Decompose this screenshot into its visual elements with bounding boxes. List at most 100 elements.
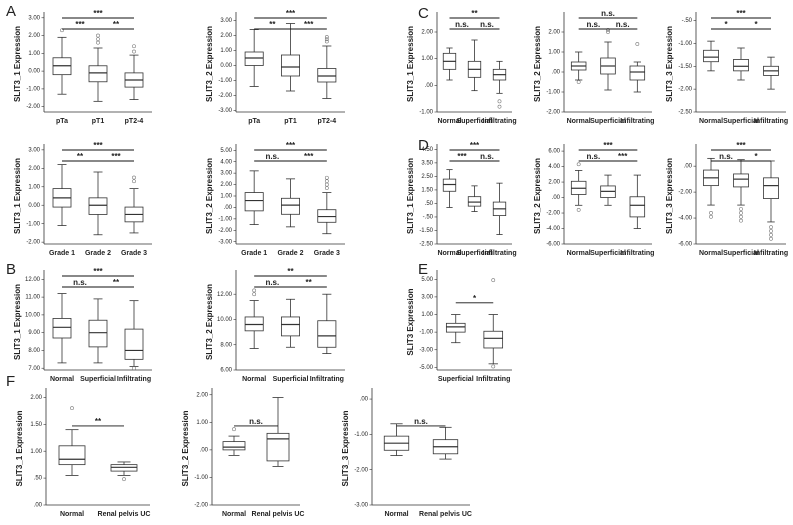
y-tick-label: 2.00 [196, 392, 208, 398]
y-tick-label: 3.50 [421, 160, 433, 166]
y-tick-label: .00 [552, 195, 561, 201]
y-tick-label: .00 [425, 83, 434, 89]
y-tick-label: -2.00 [26, 240, 40, 246]
y-tick-label: -3.00 [218, 239, 232, 245]
y-axis-label: SLIT3 Expression [406, 288, 415, 355]
box [281, 54, 300, 77]
outlier [70, 406, 74, 411]
significance-label: n.s. [586, 152, 600, 161]
x-tick-label: Grade 3 [121, 250, 147, 257]
x-tick-label: Infiltrating [482, 250, 516, 257]
y-tick-label: -1.00 [194, 475, 208, 481]
y-tick-label: 2.00 [220, 33, 232, 39]
significance-label: n.s. [616, 20, 630, 29]
x-tick-label: Infiltrating [117, 376, 151, 383]
box [442, 178, 457, 192]
outlier [252, 288, 257, 293]
significance-label: ** [113, 278, 120, 287]
y-tick-label: -1.00 [218, 78, 232, 84]
box [281, 197, 300, 215]
y-tick-label: 12.00 [217, 292, 233, 298]
y-tick-label: 0.00 [28, 203, 40, 209]
significance-label: * [724, 20, 728, 29]
y-tick-label: 5.00 [220, 148, 232, 154]
y-tick-label: 2.00 [548, 180, 560, 186]
y-tick-label: -2.00 [546, 110, 560, 116]
y-tick-label: 2.00 [30, 395, 42, 401]
panel-letter: F [6, 373, 15, 390]
y-tick-label: 2.00 [28, 166, 40, 172]
y-tick-label: -3.00 [218, 108, 232, 114]
y-axis-label: SLIT3_1 Expression [13, 26, 22, 102]
x-tick-label: pT2-4 [317, 118, 336, 125]
y-tick-label: -1.00 [218, 216, 232, 222]
box [445, 322, 466, 333]
x-tick-label: Superficial [273, 376, 309, 383]
x-tick-label: pT1 [284, 118, 297, 125]
y-tick-label: -1.50 [419, 228, 433, 234]
x-tick-label: Infiltrating [754, 118, 788, 125]
y-axis-label: SLIT3_2 Expression [205, 284, 214, 360]
x-tick-label: Superficial [723, 250, 759, 257]
outlier [232, 427, 236, 432]
y-tick-label: 3.00 [220, 18, 232, 24]
y-tick-label: 6.00 [220, 368, 232, 374]
box [629, 196, 646, 218]
outlier [324, 182, 329, 187]
x-tick-label: pT1 [92, 118, 105, 125]
y-axis-label: SLIT3_1 Expression [406, 158, 415, 234]
y-tick-label: -2.00 [354, 467, 368, 473]
y-tick-label: 1.00 [220, 48, 232, 54]
box [317, 320, 337, 348]
y-tick-label: 12.00 [25, 277, 41, 283]
y-tick-label: -2.00 [26, 104, 40, 110]
outlier [132, 44, 136, 49]
outlier [606, 28, 610, 32]
significance-label: ** [95, 417, 102, 426]
y-axis-label: SLIT3_1 Expression [13, 284, 22, 360]
y-axis-label: SLIT3_2 Expression [181, 410, 190, 486]
significance-label: n.s. [265, 152, 279, 161]
outlier [497, 104, 502, 109]
y-tick-label: 1.00 [28, 51, 40, 57]
outlier [252, 292, 257, 297]
y-tick-label: 2.00 [220, 182, 232, 188]
significance-label: *** [736, 141, 746, 150]
y-tick-label: 3.00 [220, 171, 232, 177]
y-tick-label: -4.00 [546, 226, 560, 232]
x-tick-label: Normal [384, 511, 408, 518]
y-tick-label: 1.50 [421, 187, 433, 193]
panel-letter: A [6, 3, 16, 20]
y-tick-label: -3.00 [354, 503, 368, 509]
y-tick-label: 6.00 [548, 149, 560, 155]
y-axis-label: SLIT3_1 Expression [406, 26, 415, 102]
y-tick-label: 1.00 [421, 56, 433, 62]
y-tick-label: 10.00 [25, 312, 41, 318]
outlier [324, 37, 329, 42]
outlier [739, 207, 743, 211]
outlier [132, 366, 136, 371]
outlier [709, 214, 713, 219]
significance-label: * [473, 294, 477, 303]
significance-label: n.s. [586, 20, 600, 29]
y-tick-label: -.50 [682, 18, 693, 24]
x-tick-label: Normal [50, 376, 74, 383]
y-tick-label: .50 [34, 476, 43, 482]
y-tick-label: -.50 [423, 215, 434, 221]
x-tick-label: Grade 1 [241, 250, 267, 257]
significance-label: *** [286, 141, 296, 150]
y-tick-label: -1.00 [419, 330, 433, 336]
y-tick-label: 9.00 [28, 330, 40, 336]
y-tick-label: -1.00 [678, 41, 692, 47]
x-tick-label: Grade 1 [49, 250, 75, 257]
outlier [576, 208, 581, 212]
outlier [709, 210, 713, 215]
y-tick-label: 4.00 [220, 159, 232, 165]
y-tick-label: -2.50 [678, 110, 692, 116]
significance-label: *** [93, 9, 103, 18]
box [52, 318, 72, 339]
panel-letter: E [418, 261, 428, 278]
y-axis-label: SLIT3_2 Expression [533, 158, 542, 234]
significance-label: *** [111, 152, 121, 161]
significance-label: *** [93, 267, 103, 276]
